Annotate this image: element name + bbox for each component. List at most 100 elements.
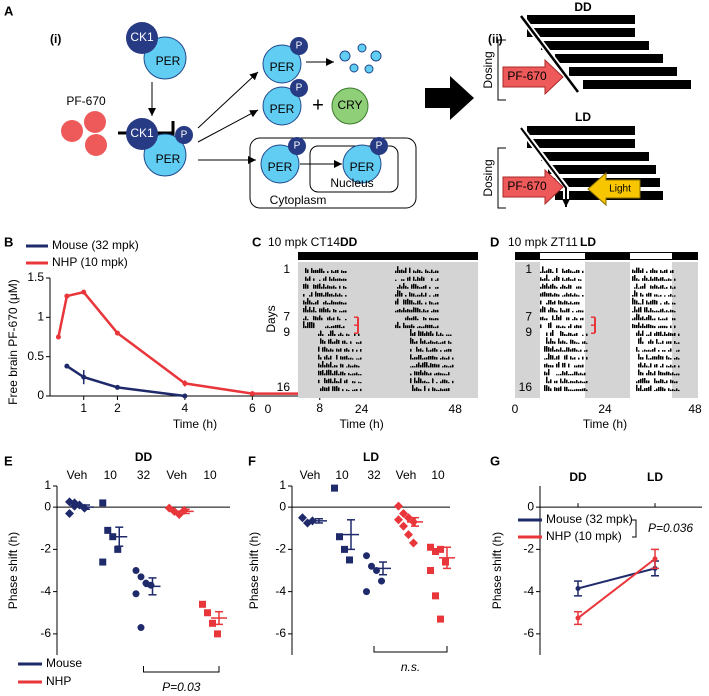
activity-tick [410,348,412,352]
activity-tick [446,380,448,384]
activity-tick [642,372,644,376]
activity-tick [638,379,640,384]
activity-tick [544,291,546,297]
activity-tick [652,341,654,344]
activity-tick [413,283,415,289]
activity-tick [570,270,572,273]
activity-tick [658,287,660,289]
activity-tick [676,381,678,384]
annotation-bracket [632,519,637,538]
activity-tick [328,357,330,360]
activity-tick [426,381,428,384]
activity-tick [556,356,558,360]
activity-tick [662,350,664,352]
condition-bar [515,252,698,260]
phase-line [520,127,570,207]
activity-tick [422,341,424,344]
activity-tick [417,276,419,281]
activity-tick [548,353,550,360]
activity-tick [572,303,574,305]
activity-tick [560,307,562,313]
activity-tick [318,346,320,352]
activity-tick [412,384,414,392]
activity-tick [544,346,546,352]
activity-tick [644,325,646,329]
activity-tick [346,333,348,336]
activity-tick [452,357,454,360]
activity-tick [350,341,352,344]
activity-tick [430,349,432,352]
activity-tick [638,307,640,313]
activity-tick [560,386,562,392]
category-label: LD [647,470,663,484]
data-point [55,334,61,340]
activity-tick [638,363,640,368]
activity-tick [582,310,584,313]
activity-tick [566,317,568,321]
activity-tick [540,317,542,321]
activity-tick [342,389,344,392]
activity-tick [444,373,446,376]
activity-tick [395,324,397,329]
activity-tick [642,299,644,305]
activity-tick [660,342,662,344]
activity-tick [648,366,650,368]
panel-a: A (i) PF-670 CK1 PER CK1 P PER PER P PER… [4,0,691,209]
day-label: 16 [519,380,533,394]
activity-tick [431,302,433,305]
activity-tick [324,377,326,384]
x-tick-label: 4 [182,401,189,415]
activity-tick [426,342,428,344]
activity-tick [440,342,442,344]
day-label: 1 [283,262,290,276]
activity-tick [440,358,442,360]
activity-tick [654,364,656,368]
activity-tick [580,365,582,368]
activity-tick [664,350,666,352]
y-tick-label: -4 [275,584,286,598]
data-point [331,484,338,492]
activity-tick [582,364,584,368]
activity-tick [416,346,418,352]
activity-tick [411,284,413,289]
activity-tick [580,318,582,321]
activity-tick [436,382,438,384]
activity-tick [395,300,397,305]
activity-tick [644,307,646,313]
activity-tick [674,302,676,305]
activity-tick [324,373,326,376]
series-line [577,567,656,590]
activity-tick [438,342,440,344]
data-point [104,526,112,534]
activity-tick [648,386,650,392]
activity-tick [397,286,399,289]
activity-tick [358,358,360,360]
activity-tick [584,381,586,384]
activity-tick [345,318,347,321]
activity-tick [333,271,335,273]
activity-tick [352,373,354,376]
activity-tick [570,380,572,384]
activity-tick [343,270,345,273]
activity-tick [421,292,423,297]
activity-tick [309,295,311,297]
activity-tick [550,292,552,297]
activity-tick [407,316,409,321]
activity-tick [636,332,638,336]
activity-tick [422,331,424,336]
activity-tick [546,385,548,392]
activity-tick [450,349,452,352]
activity-tick [660,331,662,336]
activity-tick [564,294,566,297]
activity-tick [572,319,574,321]
activity-tick [333,309,335,313]
panel-letter: G [490,453,500,468]
activity-tick [405,325,407,329]
activity-tick [338,349,340,352]
activity-tick [636,384,638,392]
activity-tick [399,309,401,313]
activity-tick [410,337,412,344]
activity-tick [632,276,634,281]
activity-tick [354,381,356,384]
